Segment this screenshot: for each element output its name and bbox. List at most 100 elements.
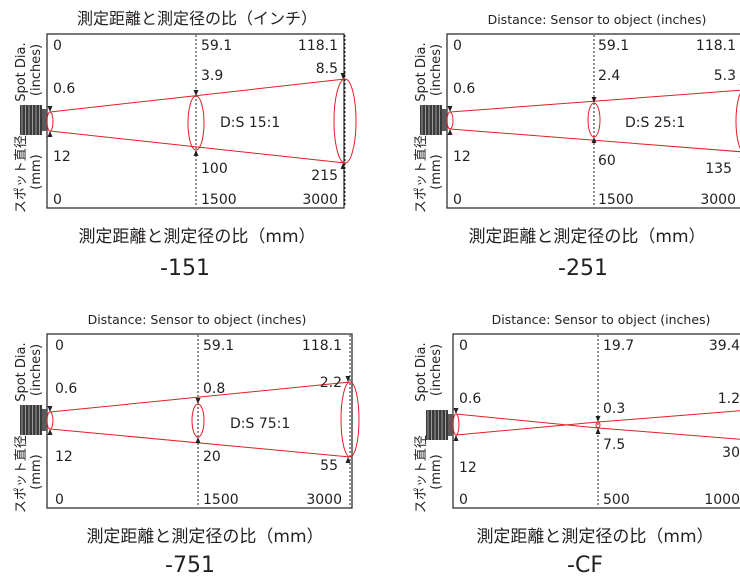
diagram-panel-151: 測定距離と測定径の比（インチ） Spot Dia. (inches) スポット直… [0,0,370,288]
spot-in-start: 0.6 [53,81,75,97]
sensor-icon [20,105,47,135]
spot-mm-mid: 20 [203,449,221,465]
spot-mm-start: 12 [53,149,71,165]
spot-mm-start: 12 [55,449,73,465]
arrow-up-icon [591,137,597,143]
side-label-mm-line1: スポット直径 [414,135,429,213]
spot-ellipse-near [46,411,54,430]
spot-in-start: 0.6 [459,391,481,407]
diagram-panel-cf: Distance: Sensor to object (inches) Spot… [370,289,740,577]
spot-in-mid: 2.4 [598,68,620,84]
side-label-inches: Spot Dia. (inches) [14,338,44,402]
side-label-mm: スポット直径 (mm) [414,431,444,513]
diagram-panel-751: Distance: Sensor to object (inches) Spot… [0,289,370,577]
distance-mm-start: 0 [53,192,62,208]
arrow-up-icon [195,437,201,443]
chart-frame [46,333,353,509]
beam-edge [49,130,346,164]
spot-mm-end: 55 [320,458,338,474]
side-label-mm-line2: (mm) [429,154,444,189]
distance-in-start: 0 [53,38,62,54]
top-title: Distance: Sensor to object (inches) [488,12,707,27]
top-title: 測定距離と測定径の比（インチ） [77,9,317,28]
beam-edge [597,427,740,440]
ratio-label: D:S 15:1 [220,115,280,131]
sensor-icon [420,105,447,135]
distance-in-end: 39.4 [709,338,740,354]
distance-mm-start: 0 [459,492,468,508]
distance-mm-mid: 1500 [201,192,237,208]
arrow-up-icon [47,429,53,435]
spot-mm-end: 30 [722,445,740,461]
spot-arrows [453,408,601,441]
spot-mm-mid: 7.5 [603,437,625,453]
side-label-inches-line1: Spot Dia. [414,342,429,401]
side-label-mm: スポット直径 (mm) [14,431,44,513]
spot-in-end: 1.2 [718,391,740,407]
side-label-inches: Spot Dia. (inches) [414,338,444,402]
distance-mm-start: 0 [55,492,64,508]
model-label: -CF [567,553,603,577]
spot-arrows [447,84,740,158]
distance-in-mid: 59.1 [203,338,234,354]
distance-mm-end: 3000 [700,192,736,208]
ratio-label: D:S 75:1 [230,416,290,432]
side-label-mm-line1: スポット直径 [14,135,29,213]
side-label-mm-line1: スポット直径 [414,435,429,513]
distance-in-end: 118.1 [696,38,736,54]
beam-cone [46,78,357,164]
model-label: -251 [558,256,608,281]
sensor-lens [442,109,447,131]
distance-mm-end: 3000 [306,492,342,508]
spot-ellipse-far [333,78,357,164]
side-label-mm-line2: (mm) [29,454,44,489]
distance-in-start: 0 [459,338,468,354]
beam-edge [455,413,599,429]
arrow-up-icon [340,163,346,169]
distance-mm-mid: 1500 [203,492,239,508]
distance-in-mid: 59.1 [201,38,232,54]
spot-in-end: 8.5 [316,61,338,77]
spot-arrows [47,73,346,169]
spot-ellipse-near [452,413,460,436]
sensor-icon [426,410,453,440]
model-label: -151 [160,256,210,281]
arrow-down-icon [447,106,453,112]
spot-in-mid: 0.8 [203,381,225,397]
distance-in-mid: 59.1 [598,38,629,54]
arrow-down-icon [595,416,601,422]
side-label-inches-line2: (inches) [429,344,444,396]
arrow-down-icon [47,406,53,412]
arrow-up-icon [47,131,53,137]
side-label-inches: Spot Dia. (inches) [14,38,44,102]
bottom-title: 測定距離と測定径の比（mm） [468,227,705,247]
spot-in-mid: 3.9 [201,68,223,84]
distance-in-start: 0 [55,338,64,354]
side-label-inches-line2: (inches) [29,344,44,396]
side-label-mm: スポット直径 (mm) [414,131,444,213]
distance-mm-start: 0 [453,192,462,208]
side-label-inches-line2: (inches) [29,44,44,96]
sensor-body [20,405,42,435]
side-label-inches-line1: Spot Dia. [14,342,29,401]
arrow-down-icon [345,376,351,382]
beam-edge [597,410,740,423]
top-title: Distance: Sensor to object (inches) [88,312,307,327]
distance-in-mid: 19.7 [603,338,634,354]
arrow-up-icon [193,150,199,156]
spot-ellipse-far [735,93,740,149]
arrow-up-icon [595,428,601,434]
arrow-up-icon [453,435,459,441]
sensor-lens [42,109,47,131]
beam-edge [455,421,599,436]
beam-edge [49,381,351,413]
spot-in-end: 2.2 [320,375,342,391]
spot-mm-end: 135 [705,161,732,177]
sensor-icon [20,405,47,435]
sensor-body [426,410,448,440]
distance-in-start: 0 [453,38,462,54]
arrow-down-icon [340,73,346,79]
distance-in-end: 118.1 [298,38,338,54]
top-title: Distance: Sensor to object (inches) [492,312,711,327]
spot-arrows [47,376,351,463]
